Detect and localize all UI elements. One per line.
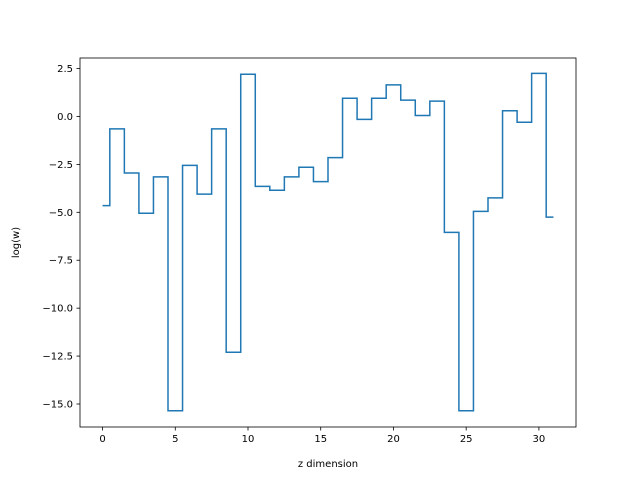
series-line-0 (102, 72, 554, 412)
x-tick-label: 30 (533, 434, 546, 445)
y-tick-label: 2.5 (57, 64, 73, 75)
y-tick-label: −7.5 (49, 256, 73, 267)
y-axis: 2.5 0.0 −2.5 −5.0 −7.5 −10.0 −12.5 −15.0 (42, 64, 80, 410)
y-axis-label: log(w) (11, 227, 22, 258)
x-tick-label: 25 (460, 434, 473, 445)
y-tick-label: −15.0 (42, 399, 73, 410)
y-tick-label: −10.0 (42, 304, 73, 315)
x-axis-label: z dimension (298, 459, 358, 470)
y-tick-label: −5.0 (49, 208, 73, 219)
axes-frame (79, 57, 577, 428)
y-tick-label: −2.5 (49, 160, 73, 171)
x-tick-label: 20 (387, 434, 400, 445)
x-tick-label: 5 (172, 434, 178, 445)
series-layer (102, 72, 554, 412)
x-axis: 0 5 10 15 20 25 30 (99, 427, 545, 445)
x-tick-label: 0 (99, 434, 105, 445)
y-tick-label: 0.0 (57, 112, 73, 123)
x-tick-label: 10 (242, 434, 255, 445)
x-tick-label: 15 (314, 434, 327, 445)
y-tick-label: −12.5 (42, 352, 73, 363)
